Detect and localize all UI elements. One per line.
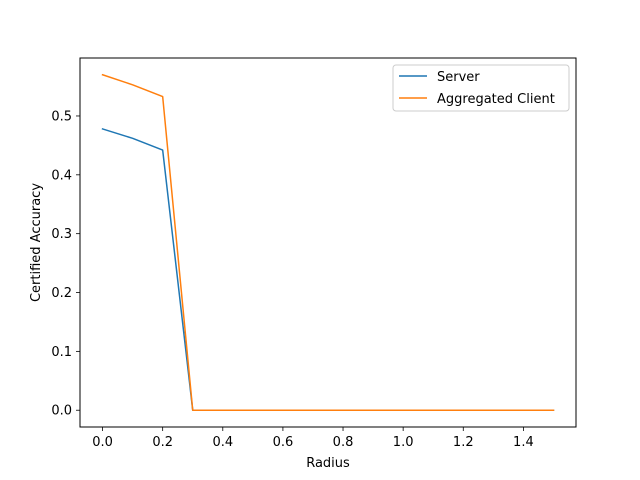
series-layer <box>101 73 555 411</box>
y-tick-label: 0.2 <box>51 286 72 301</box>
y-axis-ticks: 0.0 0.1 0.2 0.3 0.4 0.5 <box>51 109 80 419</box>
x-tick-label: 1.0 <box>393 435 414 450</box>
x-tick-label: 0.8 <box>333 435 354 450</box>
x-tick-label: 1.4 <box>513 435 534 450</box>
series-line-aggregated-client <box>101 73 555 411</box>
legend: Server Aggregated Client <box>392 64 570 112</box>
y-tick-label: 0.0 <box>51 404 72 419</box>
legend-label-aggregated-client: Aggregated Client <box>437 92 555 107</box>
legend-label-server: Server <box>437 70 480 85</box>
x-tick-label: 0.0 <box>92 435 113 450</box>
x-tick-label: 0.4 <box>212 435 233 450</box>
x-axis-label: Radius <box>306 456 350 471</box>
y-tick-label: 0.1 <box>51 345 72 360</box>
plot-frame <box>79 57 577 428</box>
y-tick-label: 0.4 <box>51 168 72 183</box>
x-tick-label: 0.2 <box>152 435 173 450</box>
x-tick-label: 0.6 <box>273 435 294 450</box>
x-axis-ticks: 0.0 0.2 0.4 0.6 0.8 1.0 1.2 1.4 <box>92 427 534 450</box>
x-tick-label: 1.2 <box>453 435 474 450</box>
legend-box <box>392 64 570 112</box>
y-tick-label: 0.5 <box>51 109 72 124</box>
y-axis-label: Certified Accuracy <box>29 183 44 302</box>
y-tick-label: 0.3 <box>51 227 72 242</box>
